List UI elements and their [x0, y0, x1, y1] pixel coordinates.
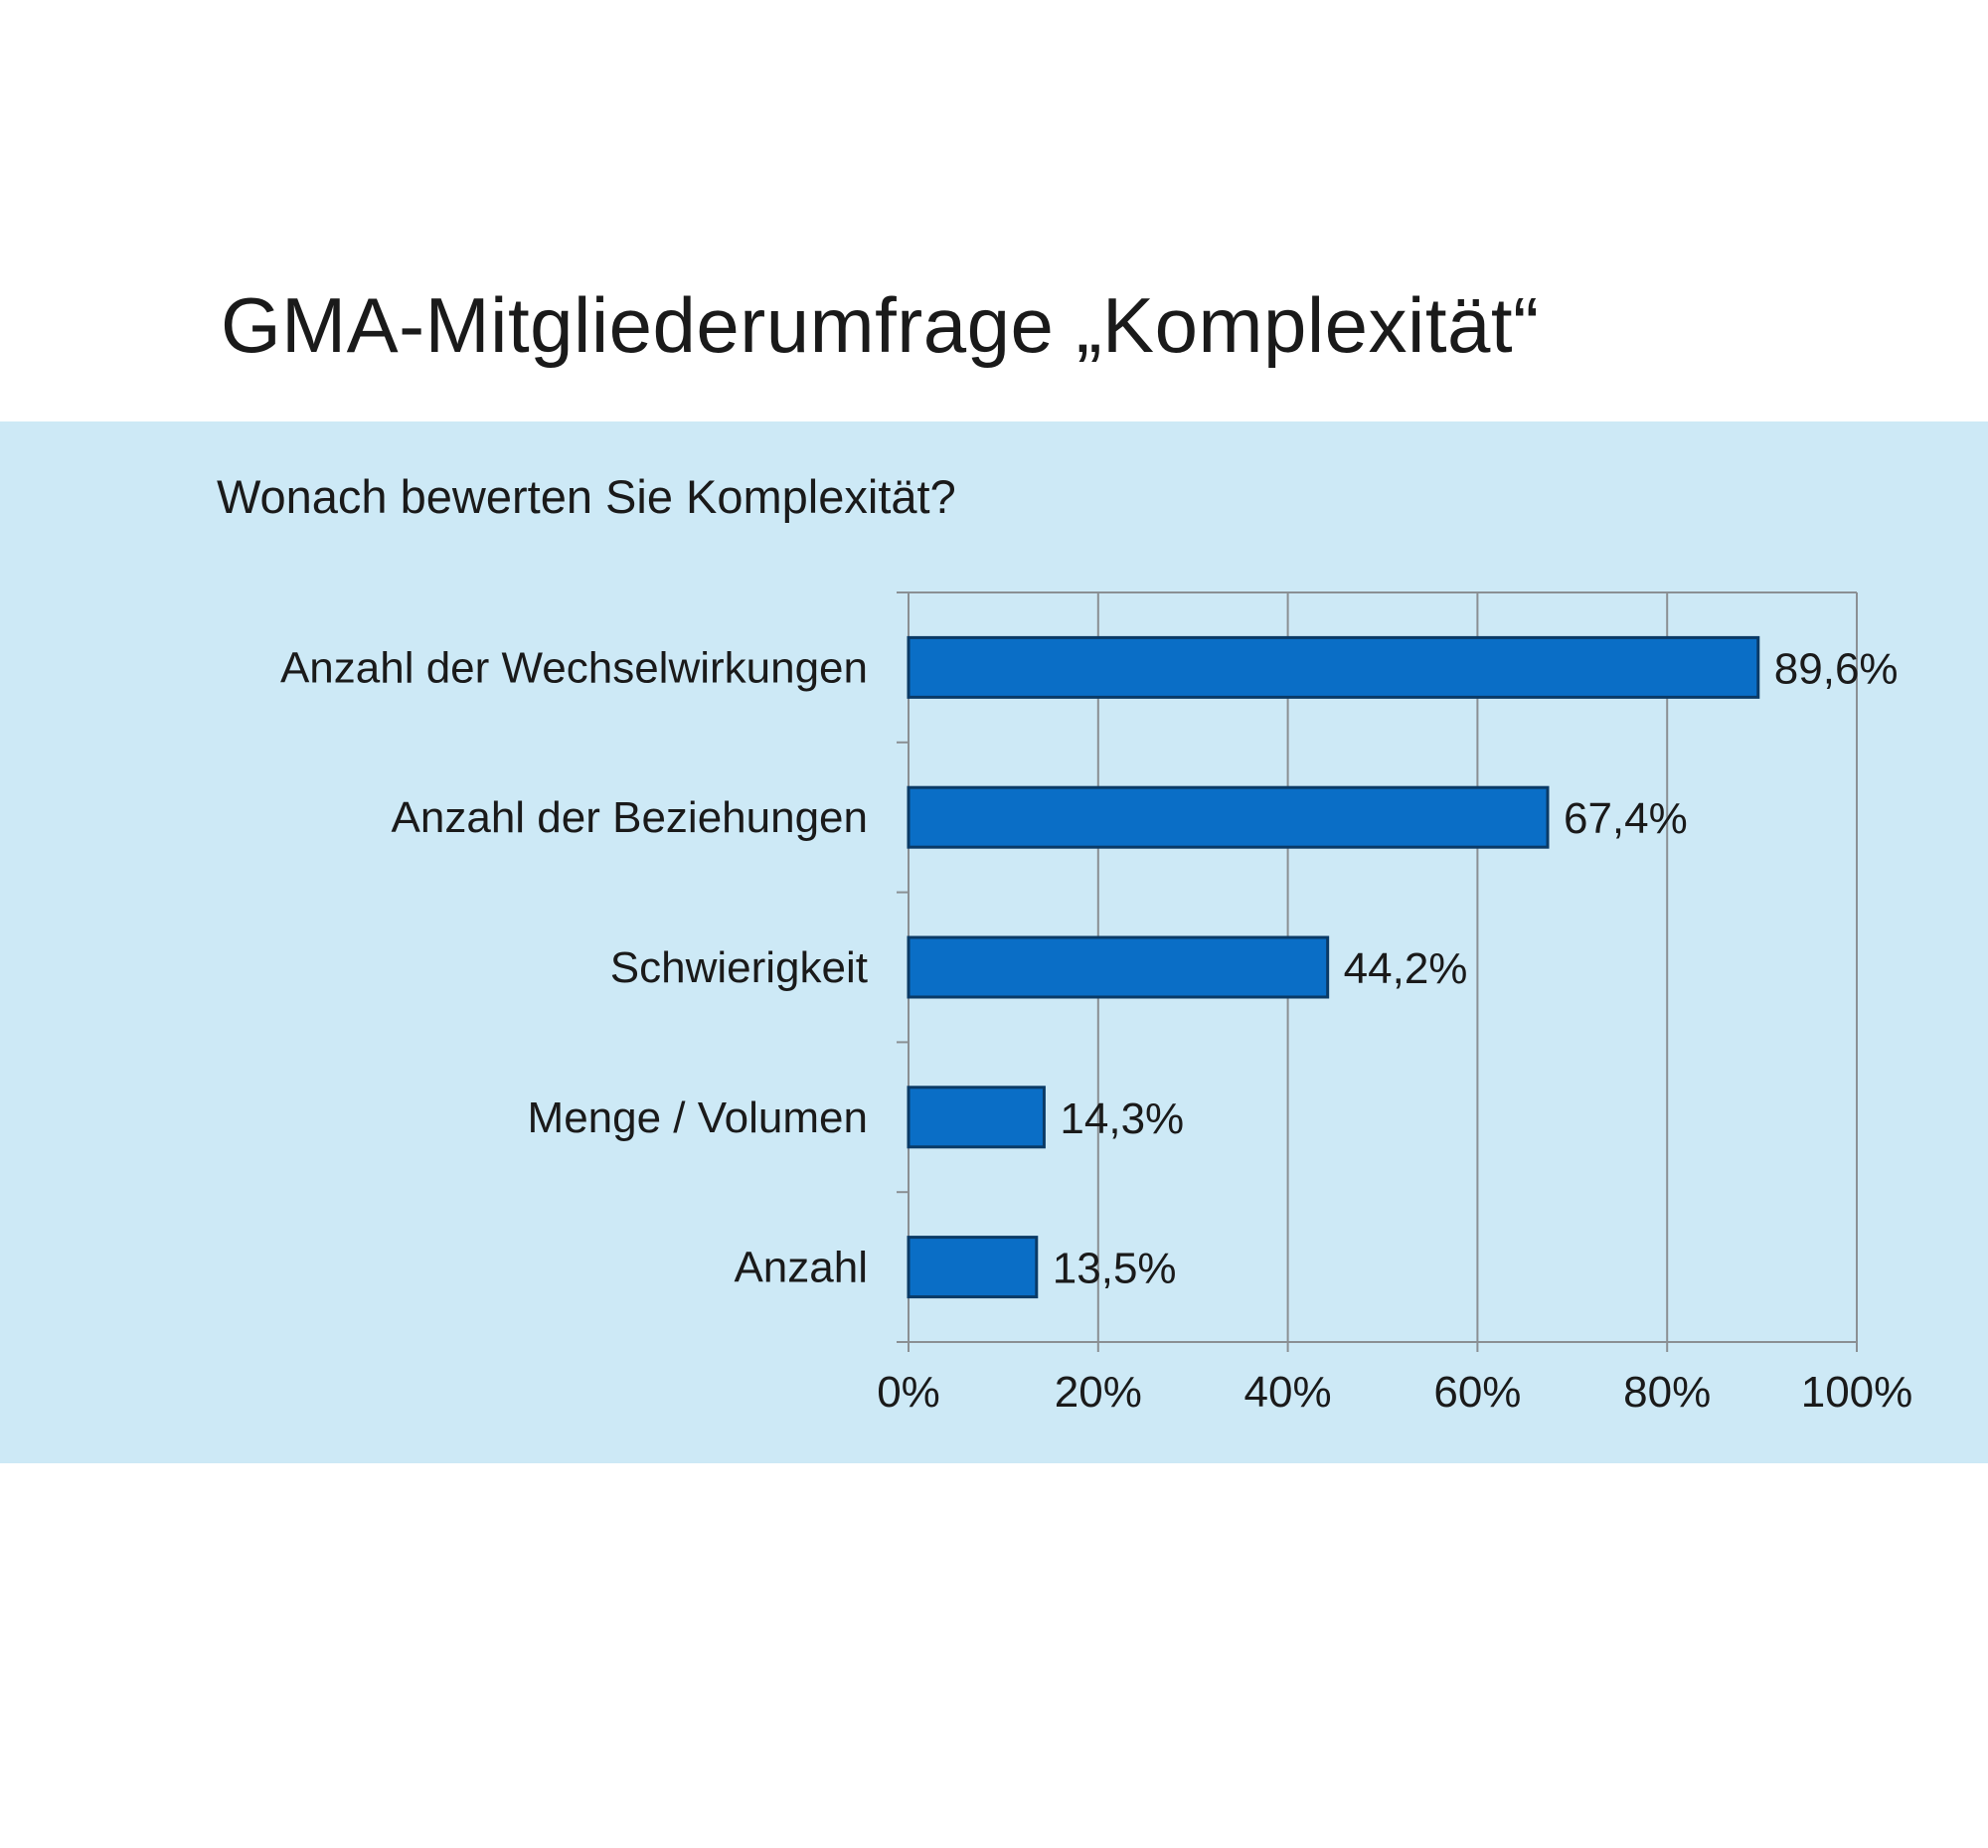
- bar: [907, 1086, 1046, 1149]
- data-label: 44,2%: [1344, 944, 1468, 993]
- data-label: 89,6%: [1774, 644, 1899, 693]
- labels: 0% 20% 40% 60% 80% 100% Anzahl der Wechselwirk…: [280, 643, 1912, 1417]
- y-category-label: Anzahl der Beziehungen: [392, 793, 868, 842]
- page-title: GMA-Mitgliederumfrage „Komplexität“: [221, 281, 1540, 369]
- y-category-label: Anzahl: [734, 1244, 868, 1292]
- bars: [907, 635, 1760, 1299]
- data-label: 67,4%: [1564, 794, 1688, 843]
- bar: [907, 935, 1330, 999]
- bar: [907, 1236, 1039, 1299]
- y-category-label: Menge / Volumen: [528, 1093, 868, 1142]
- x-tick-label: 100%: [1801, 1368, 1913, 1417]
- bar: [907, 635, 1760, 699]
- y-category-label: Schwierigkeit: [610, 943, 868, 992]
- data-label: 13,5%: [1053, 1245, 1177, 1293]
- x-tick-label: 0%: [877, 1368, 940, 1417]
- bar: [907, 785, 1550, 849]
- x-tick-label: 80%: [1623, 1368, 1711, 1417]
- y-category-label: Anzahl der Wechselwirkungen: [280, 643, 868, 692]
- chart-title: Wonach bewerten Sie Komplexität?: [217, 470, 956, 523]
- x-tick-label: 60%: [1433, 1368, 1521, 1417]
- data-label: 14,3%: [1060, 1094, 1184, 1143]
- x-tick-label: 40%: [1244, 1368, 1332, 1417]
- x-tick-label: 20%: [1055, 1368, 1142, 1417]
